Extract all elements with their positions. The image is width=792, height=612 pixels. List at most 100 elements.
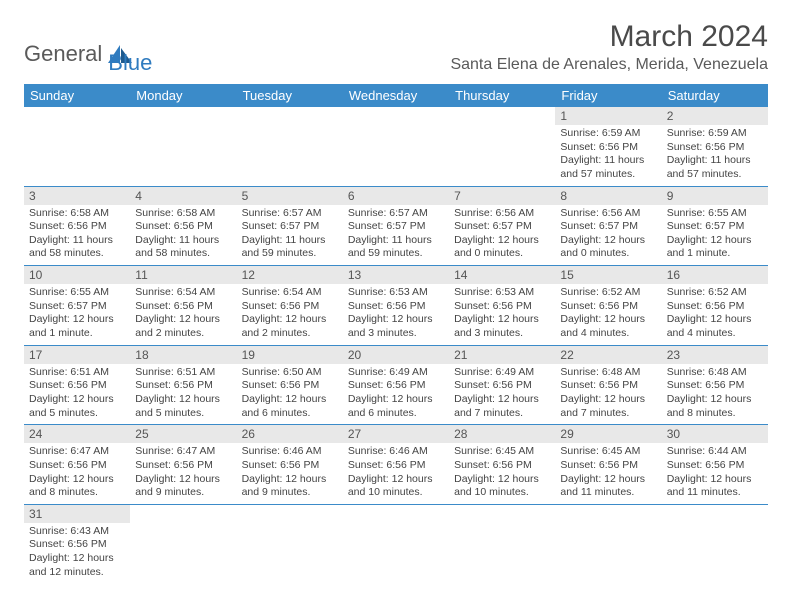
day-number: 29 [555, 425, 661, 443]
calendar-empty-cell [130, 504, 236, 583]
logo-text-blue: Blue [108, 50, 152, 75]
calendar-day-cell: 18Sunrise: 6:51 AMSunset: 6:56 PMDayligh… [130, 345, 236, 425]
day-info: Sunrise: 6:43 AMSunset: 6:56 PMDaylight:… [24, 523, 130, 584]
day-info: Sunrise: 6:53 AMSunset: 6:56 PMDaylight:… [449, 284, 555, 345]
day-number: 27 [343, 425, 449, 443]
header: General Blue March 2024 Santa Elena de A… [24, 20, 768, 76]
day-info: Sunrise: 6:56 AMSunset: 6:57 PMDaylight:… [555, 205, 661, 266]
day-number: 3 [24, 187, 130, 205]
day-info: Sunrise: 6:57 AMSunset: 6:57 PMDaylight:… [237, 205, 343, 266]
day-number: 26 [237, 425, 343, 443]
calendar-day-cell: 5Sunrise: 6:57 AMSunset: 6:57 PMDaylight… [237, 186, 343, 266]
day-of-week-header: Saturday [662, 84, 768, 107]
calendar-day-cell: 30Sunrise: 6:44 AMSunset: 6:56 PMDayligh… [662, 425, 768, 505]
day-number: 2 [662, 107, 768, 125]
calendar-empty-cell [24, 107, 130, 186]
calendar-day-cell: 31Sunrise: 6:43 AMSunset: 6:56 PMDayligh… [24, 504, 130, 583]
day-number: 6 [343, 187, 449, 205]
day-info: Sunrise: 6:59 AMSunset: 6:56 PMDaylight:… [555, 125, 661, 186]
day-number: 12 [237, 266, 343, 284]
day-info: Sunrise: 6:52 AMSunset: 6:56 PMDaylight:… [662, 284, 768, 345]
day-number: 8 [555, 187, 661, 205]
day-info: Sunrise: 6:47 AMSunset: 6:56 PMDaylight:… [130, 443, 236, 504]
day-number: 17 [24, 346, 130, 364]
calendar-day-cell: 21Sunrise: 6:49 AMSunset: 6:56 PMDayligh… [449, 345, 555, 425]
day-number: 4 [130, 187, 236, 205]
day-number: 18 [130, 346, 236, 364]
day-info: Sunrise: 6:52 AMSunset: 6:56 PMDaylight:… [555, 284, 661, 345]
day-info: Sunrise: 6:45 AMSunset: 6:56 PMDaylight:… [555, 443, 661, 504]
month-title: March 2024 [450, 20, 768, 54]
day-info: Sunrise: 6:54 AMSunset: 6:56 PMDaylight:… [237, 284, 343, 345]
calendar-empty-cell [130, 107, 236, 186]
day-number: 13 [343, 266, 449, 284]
logo: General Blue [24, 32, 152, 76]
calendar-empty-cell [237, 504, 343, 583]
calendar-day-cell: 22Sunrise: 6:48 AMSunset: 6:56 PMDayligh… [555, 345, 661, 425]
day-info: Sunrise: 6:47 AMSunset: 6:56 PMDaylight:… [24, 443, 130, 504]
calendar-day-cell: 15Sunrise: 6:52 AMSunset: 6:56 PMDayligh… [555, 266, 661, 346]
calendar-day-cell: 19Sunrise: 6:50 AMSunset: 6:56 PMDayligh… [237, 345, 343, 425]
day-number: 24 [24, 425, 130, 443]
calendar-empty-cell [449, 504, 555, 583]
calendar-header: SundayMondayTuesdayWednesdayThursdayFrid… [24, 84, 768, 107]
calendar-day-cell: 20Sunrise: 6:49 AMSunset: 6:56 PMDayligh… [343, 345, 449, 425]
day-number: 22 [555, 346, 661, 364]
calendar-day-cell: 4Sunrise: 6:58 AMSunset: 6:56 PMDaylight… [130, 186, 236, 266]
day-info: Sunrise: 6:59 AMSunset: 6:56 PMDaylight:… [662, 125, 768, 186]
calendar-body: 1Sunrise: 6:59 AMSunset: 6:56 PMDaylight… [24, 107, 768, 583]
calendar-day-cell: 16Sunrise: 6:52 AMSunset: 6:56 PMDayligh… [662, 266, 768, 346]
calendar-empty-cell [555, 504, 661, 583]
day-info: Sunrise: 6:55 AMSunset: 6:57 PMDaylight:… [24, 284, 130, 345]
day-info: Sunrise: 6:51 AMSunset: 6:56 PMDaylight:… [130, 364, 236, 425]
day-number: 9 [662, 187, 768, 205]
day-info: Sunrise: 6:45 AMSunset: 6:56 PMDaylight:… [449, 443, 555, 504]
day-info: Sunrise: 6:48 AMSunset: 6:56 PMDaylight:… [555, 364, 661, 425]
day-number: 16 [662, 266, 768, 284]
calendar-day-cell: 29Sunrise: 6:45 AMSunset: 6:56 PMDayligh… [555, 425, 661, 505]
calendar-day-cell: 23Sunrise: 6:48 AMSunset: 6:56 PMDayligh… [662, 345, 768, 425]
location: Santa Elena de Arenales, Merida, Venezue… [450, 56, 768, 74]
day-number: 11 [130, 266, 236, 284]
day-number: 1 [555, 107, 661, 125]
day-info: Sunrise: 6:56 AMSunset: 6:57 PMDaylight:… [449, 205, 555, 266]
calendar-day-cell: 27Sunrise: 6:46 AMSunset: 6:56 PMDayligh… [343, 425, 449, 505]
calendar-week-row: 17Sunrise: 6:51 AMSunset: 6:56 PMDayligh… [24, 345, 768, 425]
calendar-day-cell: 8Sunrise: 6:56 AMSunset: 6:57 PMDaylight… [555, 186, 661, 266]
calendar-empty-cell [662, 504, 768, 583]
day-of-week-header: Thursday [449, 84, 555, 107]
day-info: Sunrise: 6:58 AMSunset: 6:56 PMDaylight:… [130, 205, 236, 266]
day-info: Sunrise: 6:51 AMSunset: 6:56 PMDaylight:… [24, 364, 130, 425]
calendar-day-cell: 10Sunrise: 6:55 AMSunset: 6:57 PMDayligh… [24, 266, 130, 346]
calendar-day-cell: 6Sunrise: 6:57 AMSunset: 6:57 PMDaylight… [343, 186, 449, 266]
calendar-day-cell: 12Sunrise: 6:54 AMSunset: 6:56 PMDayligh… [237, 266, 343, 346]
day-number: 19 [237, 346, 343, 364]
calendar-day-cell: 28Sunrise: 6:45 AMSunset: 6:56 PMDayligh… [449, 425, 555, 505]
calendar-day-cell: 9Sunrise: 6:55 AMSunset: 6:57 PMDaylight… [662, 186, 768, 266]
day-info: Sunrise: 6:48 AMSunset: 6:56 PMDaylight:… [662, 364, 768, 425]
day-info: Sunrise: 6:50 AMSunset: 6:56 PMDaylight:… [237, 364, 343, 425]
calendar-day-cell: 13Sunrise: 6:53 AMSunset: 6:56 PMDayligh… [343, 266, 449, 346]
calendar-week-row: 10Sunrise: 6:55 AMSunset: 6:57 PMDayligh… [24, 266, 768, 346]
day-of-week-header: Sunday [24, 84, 130, 107]
calendar-day-cell: 3Sunrise: 6:58 AMSunset: 6:56 PMDaylight… [24, 186, 130, 266]
day-info: Sunrise: 6:49 AMSunset: 6:56 PMDaylight:… [343, 364, 449, 425]
calendar-day-cell: 11Sunrise: 6:54 AMSunset: 6:56 PMDayligh… [130, 266, 236, 346]
calendar-day-cell: 1Sunrise: 6:59 AMSunset: 6:56 PMDaylight… [555, 107, 661, 186]
day-number: 21 [449, 346, 555, 364]
day-info: Sunrise: 6:49 AMSunset: 6:56 PMDaylight:… [449, 364, 555, 425]
day-of-week-header: Friday [555, 84, 661, 107]
calendar-week-row: 31Sunrise: 6:43 AMSunset: 6:56 PMDayligh… [24, 504, 768, 583]
day-of-week-header: Tuesday [237, 84, 343, 107]
day-number: 15 [555, 266, 661, 284]
calendar-week-row: 24Sunrise: 6:47 AMSunset: 6:56 PMDayligh… [24, 425, 768, 505]
day-of-week-header: Monday [130, 84, 236, 107]
calendar-day-cell: 14Sunrise: 6:53 AMSunset: 6:56 PMDayligh… [449, 266, 555, 346]
calendar-day-cell: 2Sunrise: 6:59 AMSunset: 6:56 PMDaylight… [662, 107, 768, 186]
day-number: 10 [24, 266, 130, 284]
calendar-day-cell: 17Sunrise: 6:51 AMSunset: 6:56 PMDayligh… [24, 345, 130, 425]
calendar-table: SundayMondayTuesdayWednesdayThursdayFrid… [24, 84, 768, 583]
calendar-week-row: 3Sunrise: 6:58 AMSunset: 6:56 PMDaylight… [24, 186, 768, 266]
logo-text-general: General [24, 41, 102, 67]
day-info: Sunrise: 6:54 AMSunset: 6:56 PMDaylight:… [130, 284, 236, 345]
